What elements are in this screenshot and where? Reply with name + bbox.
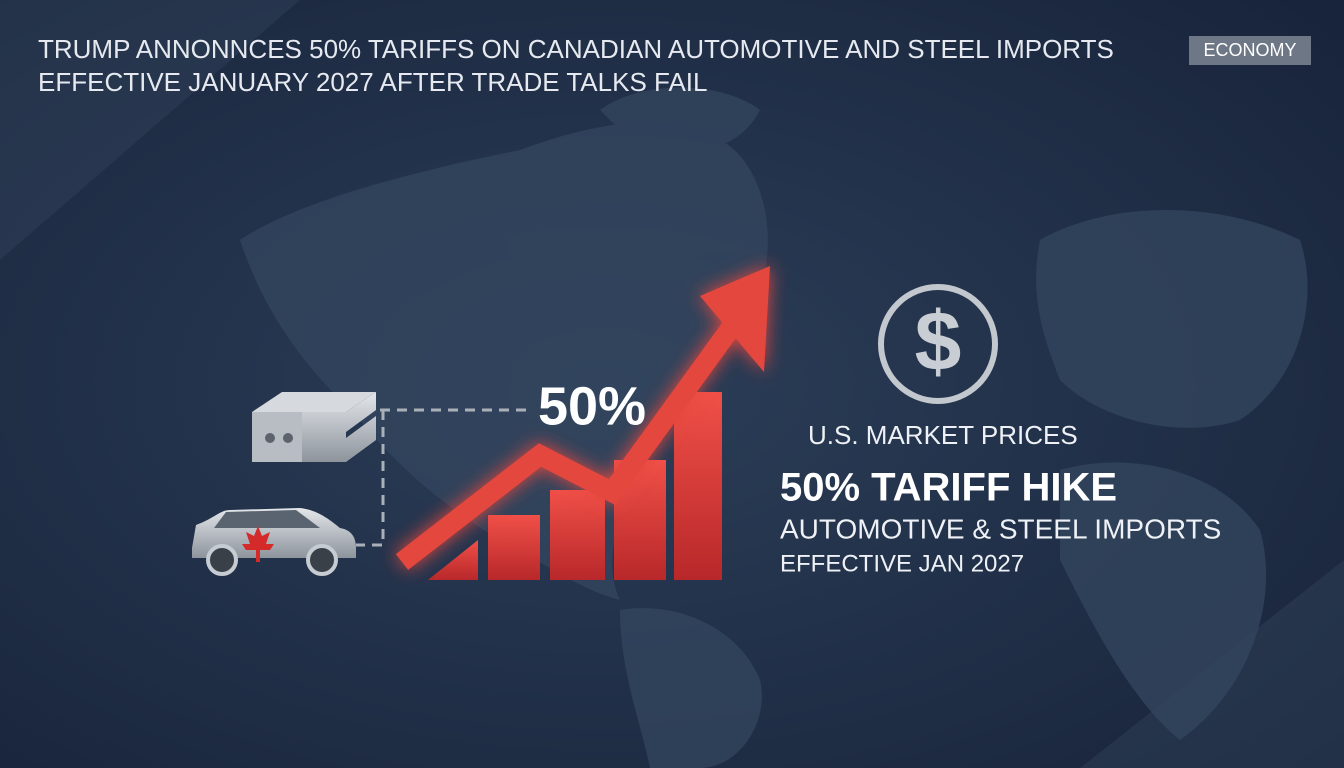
connector-line xyxy=(356,408,530,547)
beam-bolt xyxy=(283,433,293,443)
map-south-america xyxy=(620,608,762,768)
map-greenland xyxy=(600,87,760,154)
headline: EFFECTIVE JANUARY 2027 AFTER TRADE TALKS… xyxy=(38,67,708,97)
beam-end xyxy=(252,412,302,462)
car-wheel xyxy=(206,544,238,576)
bar-group xyxy=(428,392,722,580)
beam-top xyxy=(252,392,376,412)
tag-badge xyxy=(1189,36,1311,65)
car-icon xyxy=(192,508,356,576)
map-africa xyxy=(1060,462,1267,740)
info-subtitle: U.S. MARKET PRICES xyxy=(808,420,1078,450)
bar xyxy=(674,392,722,580)
maple-leaf xyxy=(242,526,274,562)
car-windows xyxy=(214,510,320,528)
beam-bolt xyxy=(265,433,275,443)
steel-beam-icon xyxy=(252,392,376,462)
dollar-icon-symbol: $ xyxy=(915,294,962,388)
light-band xyxy=(0,0,300,260)
headline: TRUMP ANNONNCES 50% TARIFFS ON CANADIAN … xyxy=(38,34,1114,64)
bar xyxy=(488,515,540,580)
tag-label: ECONOMY xyxy=(1203,40,1296,60)
arrow-head xyxy=(700,266,770,372)
info-detail: AUTOMOTIVE & STEEL IMPORTS xyxy=(780,513,1221,544)
arrow-shaft xyxy=(395,312,747,570)
map-europe xyxy=(1036,210,1308,428)
graphic-label: 50% xyxy=(538,376,646,436)
dollar-icon-ring xyxy=(878,284,998,404)
info-date: EFFECTIVE JAN 2027 xyxy=(780,550,1024,577)
bar xyxy=(428,540,478,580)
car-wheel xyxy=(306,544,338,576)
info-title: 50% TARIFF HIKE xyxy=(780,466,1117,510)
bar xyxy=(550,490,605,580)
trend-arrow xyxy=(395,266,770,570)
